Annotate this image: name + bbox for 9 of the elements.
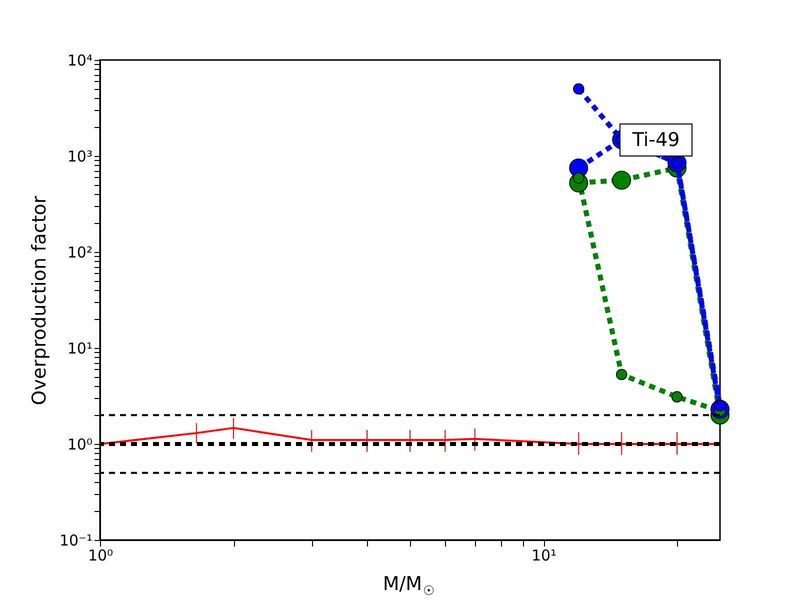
y-tick-label: 10⁴ [67,52,92,70]
annotation: Ti-49 [631,129,680,151]
y-tick-label: 10⁻¹ [59,532,92,550]
y-tick-label: 10¹ [67,340,92,358]
y-axis-title: Overproduction factor [28,196,50,406]
y-tick-label: 10⁰ [67,436,92,454]
y-tick-label: 10² [67,244,92,262]
y-tick-label: 10³ [67,148,92,166]
x-axis-title: M/M☉ [382,573,435,599]
